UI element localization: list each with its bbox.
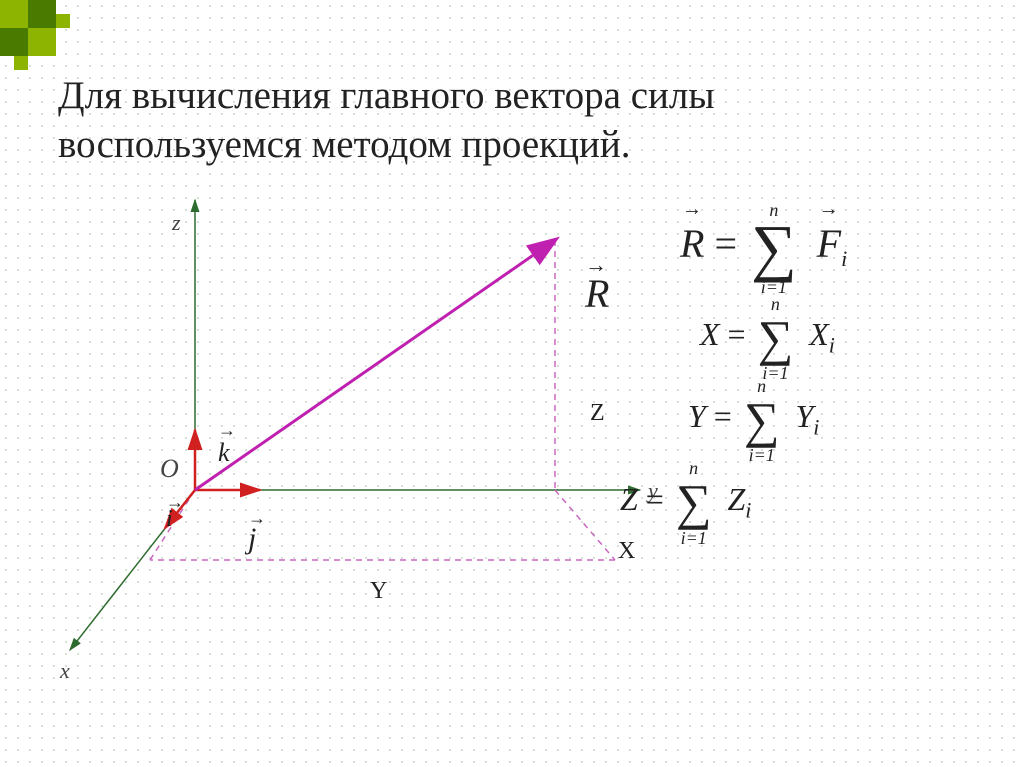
equation-x: X = ∑ n i=1 Xi	[700, 316, 1010, 358]
i-label: →i	[166, 506, 173, 533]
equations-block: → R = ∑ n i=1 → Fi X = ∑ n i=1 Xi Y = ∑ …	[680, 220, 1010, 551]
k-label: →k	[218, 438, 230, 468]
slide-title: Для вычисления главного вектора силы вос…	[58, 72, 958, 170]
title-line-1: Для вычисления главного вектора силы	[58, 74, 715, 117]
x-axis-label: x	[60, 658, 70, 684]
proj-y-label: Y	[370, 578, 387, 605]
title-line-2: воспользуемся методом проекций.	[58, 123, 631, 166]
r-vector-label: →R	[585, 270, 609, 317]
vector-diagram: z y x O →k →j →i →R Z X Y	[60, 190, 670, 710]
equation-z: Z = ∑ n i=1 Zi	[620, 481, 1010, 523]
equation-y: Y = ∑ n i=1 Yi	[688, 398, 1010, 440]
proj-x-label: X	[618, 538, 635, 565]
dash-diag-right	[555, 490, 615, 560]
origin-label: O	[160, 454, 179, 484]
j-label: →j	[248, 522, 256, 556]
equation-r: → R = ∑ n i=1 → Fi	[680, 220, 1010, 272]
proj-z-label: Z	[590, 400, 605, 427]
corner-decoration	[0, 0, 100, 70]
diagram-svg	[60, 190, 670, 710]
z-axis-label: z	[172, 210, 181, 236]
main-vector-r	[195, 240, 555, 490]
